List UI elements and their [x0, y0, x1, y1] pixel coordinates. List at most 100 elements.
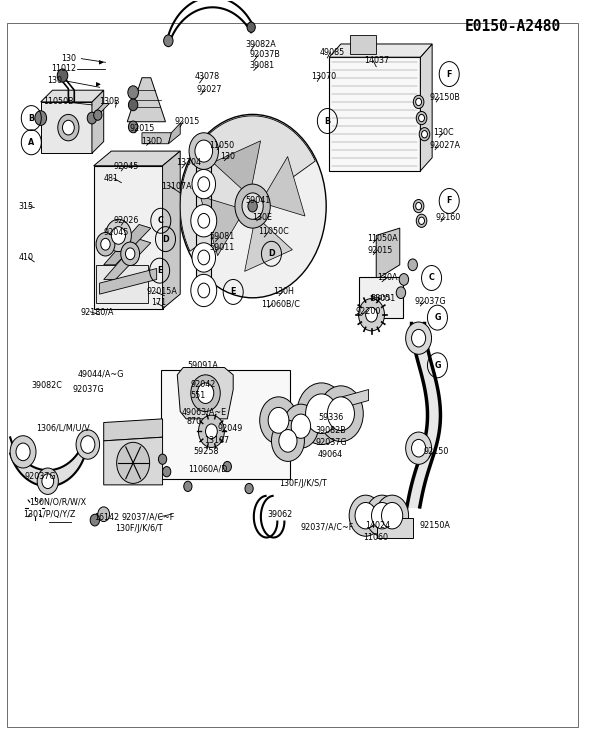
Circle shape [376, 495, 409, 537]
Circle shape [419, 217, 424, 224]
Text: 92150A: 92150A [420, 521, 451, 531]
Text: 13107A: 13107A [161, 182, 191, 191]
Text: 92160: 92160 [435, 212, 460, 222]
Text: 92200: 92200 [356, 306, 381, 315]
Circle shape [291, 414, 310, 438]
Circle shape [192, 243, 215, 272]
Polygon shape [41, 90, 104, 102]
Text: 130: 130 [219, 151, 235, 161]
Text: 130N/O/R/W/X: 130N/O/R/W/X [29, 498, 86, 507]
Text: 14037: 14037 [365, 57, 389, 65]
Text: 92037/A/C~F: 92037/A/C~F [301, 522, 354, 531]
Text: 11012: 11012 [51, 65, 76, 74]
Circle shape [94, 110, 102, 121]
Polygon shape [169, 123, 180, 144]
Circle shape [121, 242, 140, 265]
Circle shape [349, 495, 382, 537]
Text: 130D: 130D [141, 137, 162, 146]
Text: 1301/P/Q/Y/Z: 1301/P/Q/Y/Z [23, 510, 76, 520]
Polygon shape [41, 102, 92, 154]
Text: F: F [447, 196, 452, 206]
Text: G: G [434, 361, 441, 370]
Circle shape [128, 86, 139, 99]
Circle shape [87, 112, 97, 124]
Circle shape [35, 111, 47, 126]
Bar [161, 370, 290, 479]
Circle shape [372, 503, 393, 529]
Text: 92015A: 92015A [147, 287, 178, 296]
Polygon shape [266, 157, 305, 216]
Text: 92037G: 92037G [316, 438, 348, 447]
Bar [196, 157, 211, 301]
Text: F: F [447, 70, 452, 79]
Circle shape [191, 375, 220, 412]
Circle shape [129, 99, 138, 111]
Circle shape [319, 386, 363, 442]
Text: 92015: 92015 [129, 123, 155, 133]
Text: 11060: 11060 [363, 533, 388, 542]
Text: 49064: 49064 [317, 450, 342, 459]
Circle shape [421, 131, 427, 138]
Text: 92045: 92045 [104, 228, 129, 237]
Circle shape [179, 115, 326, 298]
Text: 92042: 92042 [190, 380, 215, 389]
Text: 92037B: 92037B [249, 51, 280, 60]
Circle shape [419, 115, 424, 122]
Circle shape [242, 193, 263, 219]
Circle shape [417, 214, 427, 227]
Circle shape [306, 394, 337, 434]
Circle shape [248, 200, 257, 212]
Circle shape [235, 184, 270, 228]
Text: 39081: 39081 [249, 62, 274, 71]
Text: 130C: 130C [433, 128, 454, 137]
Text: 59091A: 59091A [188, 361, 219, 370]
Circle shape [10, 436, 36, 468]
Text: 11050: 11050 [209, 140, 235, 150]
Text: D: D [162, 234, 169, 243]
Text: 130F/J/K/6/T: 130F/J/K/6/T [116, 524, 163, 534]
Text: 130E: 130E [253, 212, 273, 222]
Circle shape [58, 115, 79, 141]
Circle shape [412, 329, 425, 347]
Text: 171: 171 [151, 298, 166, 307]
Circle shape [198, 176, 209, 191]
Text: E: E [231, 287, 236, 296]
Circle shape [57, 69, 68, 82]
Text: 92015: 92015 [174, 118, 199, 126]
Text: 39082A: 39082A [245, 40, 276, 49]
Circle shape [396, 287, 406, 298]
Text: 130: 130 [48, 76, 63, 85]
Circle shape [159, 454, 167, 465]
Circle shape [101, 238, 110, 250]
Text: 59081: 59081 [209, 232, 235, 241]
Text: 130A: 130A [378, 273, 398, 282]
Circle shape [191, 274, 217, 306]
Circle shape [416, 98, 421, 106]
Circle shape [198, 415, 224, 448]
Text: 92027A: 92027A [429, 140, 460, 150]
Text: 870: 870 [186, 417, 201, 426]
Bar [359, 277, 403, 318]
Circle shape [112, 226, 126, 244]
Text: 59258: 59258 [194, 448, 219, 456]
Polygon shape [329, 44, 432, 57]
Circle shape [359, 298, 385, 331]
Text: 43078: 43078 [195, 73, 220, 82]
Circle shape [197, 383, 214, 404]
Text: 13107: 13107 [204, 436, 229, 445]
Circle shape [76, 430, 100, 459]
Circle shape [366, 307, 378, 322]
Text: A: A [28, 137, 34, 147]
Text: 481: 481 [104, 173, 119, 183]
Text: 49063/A~E: 49063/A~E [182, 407, 227, 416]
Circle shape [163, 467, 171, 477]
Text: 92037G: 92037G [73, 385, 104, 394]
Text: 92037G: 92037G [415, 297, 446, 306]
Bar [350, 35, 376, 54]
Circle shape [117, 442, 150, 484]
Circle shape [327, 397, 355, 431]
Circle shape [198, 250, 209, 265]
Polygon shape [213, 141, 261, 190]
Polygon shape [142, 133, 171, 144]
Text: 59336: 59336 [319, 413, 344, 422]
